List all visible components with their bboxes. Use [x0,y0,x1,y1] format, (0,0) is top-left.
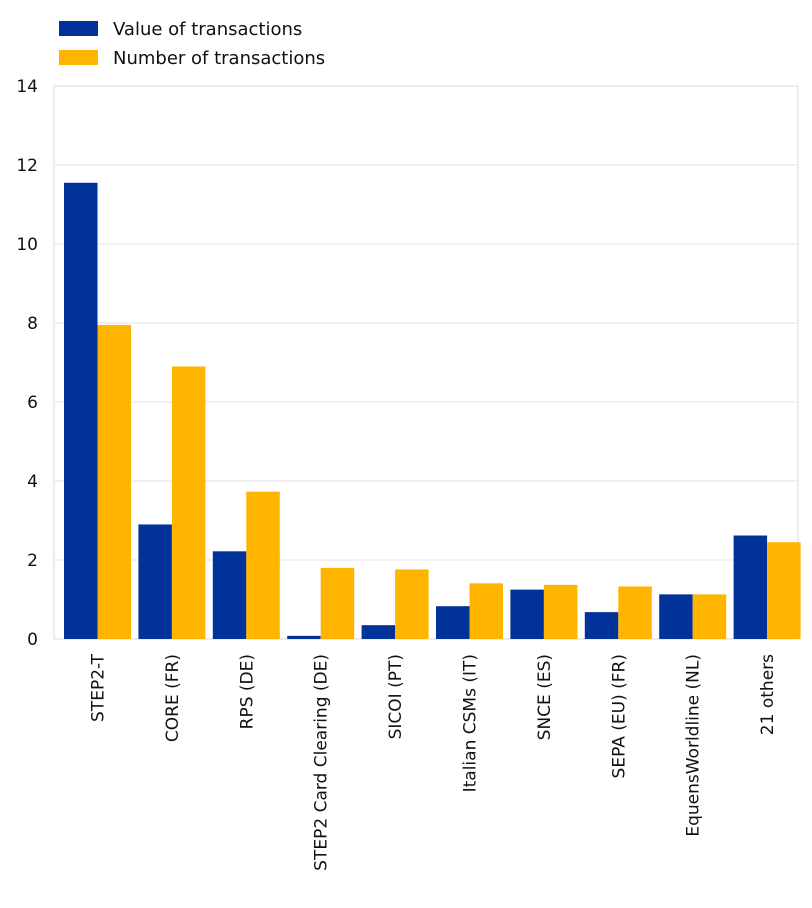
bar-number-9 [767,542,801,639]
legend-label: Value of transactions [113,19,302,40]
legend-label: Number of transactions [113,48,325,69]
bar-value-5 [436,606,470,639]
bar-value-4 [361,625,396,639]
x-axis-labels: STEP2-T CORE (FR) RPS (DE) STEP2 Card Clear… [89,653,779,870]
y-tick-label: 12 [16,156,38,176]
y-tick-label: 8 [27,314,38,334]
bar-number-6 [543,584,578,639]
bar-number-5 [469,583,503,639]
bar-value-8 [659,594,693,639]
x-category-label: STEP2 Card Clearing (DE) [312,654,332,871]
bar-value-6 [510,589,544,639]
bar-value-9 [733,535,768,639]
bar-value-3 [287,635,321,639]
x-category-label: SICOI (PT) [386,654,406,739]
x-category-label: SNCE (ES) [535,654,555,740]
y-tick-label: 2 [27,551,38,571]
x-category-label: Italian CSMs (IT) [461,654,481,792]
bars [64,182,801,639]
bar-number-1 [171,366,206,639]
x-category-label: SEPA (EU) (FR) [609,654,629,778]
legend: Value of transactions Number of transacti… [59,19,325,69]
y-tick-label: 14 [16,77,38,97]
x-category-label: 21 others [758,654,778,735]
bar-number-8 [692,594,727,639]
x-category-label: CORE (FR) [163,654,183,742]
bar-number-4 [395,569,429,639]
bar-number-3 [320,567,355,639]
y-tick-label: 4 [27,472,38,492]
x-category-label: RPS (DE) [237,654,257,729]
bar-number-2 [246,491,280,639]
bar-value-7 [584,612,619,639]
bar-number-0 [97,324,131,639]
bar-number-7 [618,586,652,639]
legend-swatch [59,21,98,36]
y-tick-label: 10 [16,235,38,255]
y-tick-label: 6 [27,393,38,413]
x-category-label: STEP2-T [89,653,109,722]
bar-value-2 [212,551,247,639]
y-tick-label: 0 [27,630,38,650]
legend-swatch [59,50,98,65]
bar-value-1 [138,524,172,639]
bar-value-0 [64,182,98,639]
y-axis-ticks: 0 2 4 6 8 10 12 14 [16,77,38,650]
x-category-label: EquensWorldline (NL) [684,654,704,837]
